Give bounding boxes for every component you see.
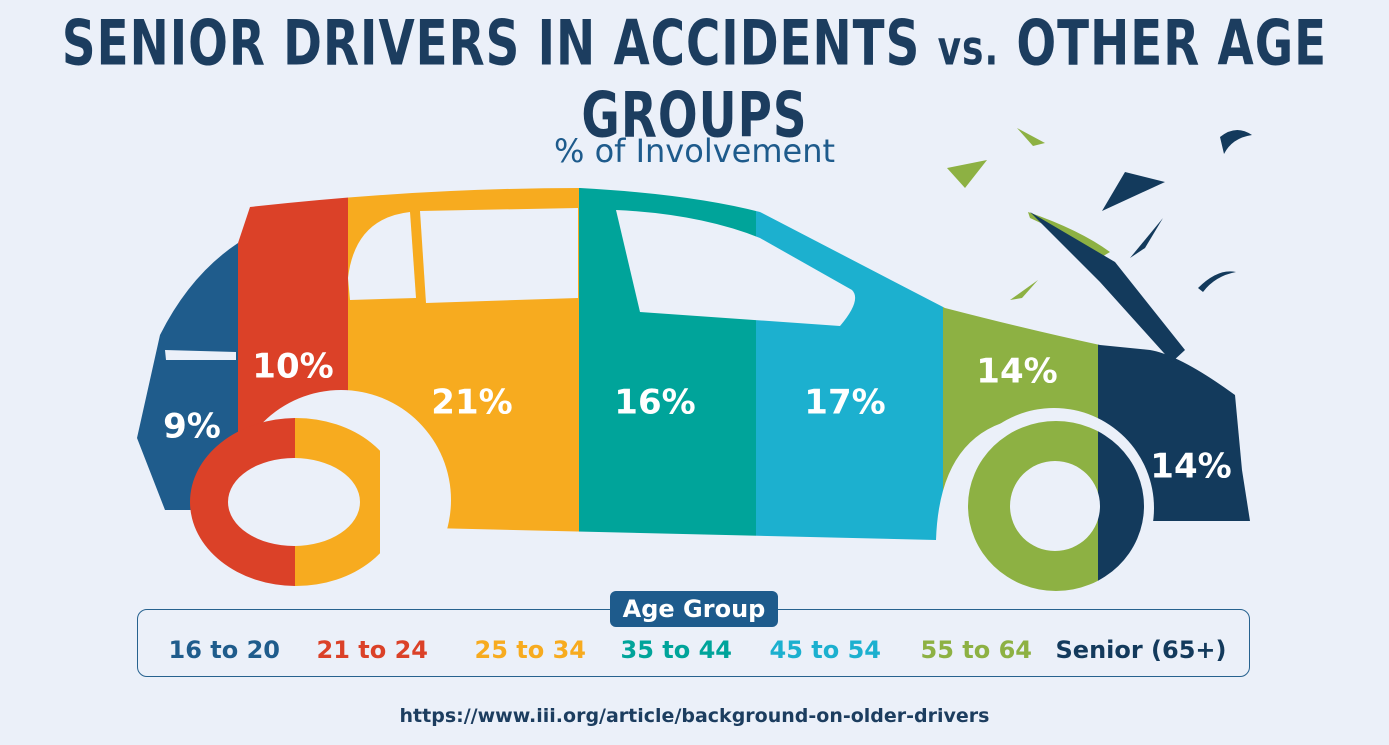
- legend-item: Senior (65+): [1055, 636, 1227, 664]
- debris-shard: [1017, 128, 1045, 146]
- infographic-title: SENIOR DRIVERS IN ACCIDENTS vs. OTHER AG…: [0, 8, 1389, 152]
- debris-shard: [1220, 129, 1252, 154]
- data-label: 14%: [1150, 447, 1231, 487]
- legend-item: 55 to 64: [920, 636, 1032, 664]
- car-windows: [165, 208, 856, 360]
- source-url: https://www.iii.org/article/background-o…: [399, 705, 990, 727]
- middle-window: [420, 208, 578, 303]
- crash-debris: [947, 128, 1252, 362]
- title-vs: vs.: [937, 21, 1000, 77]
- data-label: 21%: [431, 383, 512, 423]
- title-end: OTHER AGE GROUPS: [581, 8, 1328, 152]
- data-label: 14%: [976, 352, 1057, 392]
- hood: [1030, 212, 1185, 362]
- left-wheel: [190, 418, 380, 586]
- data-label: 17%: [804, 383, 885, 423]
- right-wheel: [968, 421, 1144, 591]
- front-window: [616, 210, 856, 326]
- segment-35-to-44: [579, 188, 756, 540]
- legend-item: 21 to 24: [316, 636, 428, 664]
- title-main: SENIOR DRIVERS IN ACCIDENTS: [61, 8, 921, 80]
- chart-subtitle: % of Involvement: [553, 132, 836, 170]
- rear-light: [165, 350, 236, 360]
- debris-shard: [1102, 172, 1165, 211]
- debris-shard: [1130, 218, 1163, 258]
- data-label: 10%: [252, 347, 333, 387]
- legend-item: 16 to 20: [168, 636, 280, 664]
- data-label: 9%: [163, 407, 221, 447]
- segment-45-to-54: [756, 188, 943, 540]
- data-label: 16%: [614, 383, 695, 423]
- rear-window: [348, 212, 416, 300]
- legend-item: 25 to 34: [474, 636, 586, 664]
- debris-shard: [1010, 280, 1038, 300]
- debris-shard: [947, 160, 987, 188]
- legend-item: 35 to 44: [620, 636, 732, 664]
- debris-shard: [1198, 271, 1236, 292]
- legend-item: 45 to 54: [769, 636, 881, 664]
- legend-title: Age Group: [610, 591, 778, 627]
